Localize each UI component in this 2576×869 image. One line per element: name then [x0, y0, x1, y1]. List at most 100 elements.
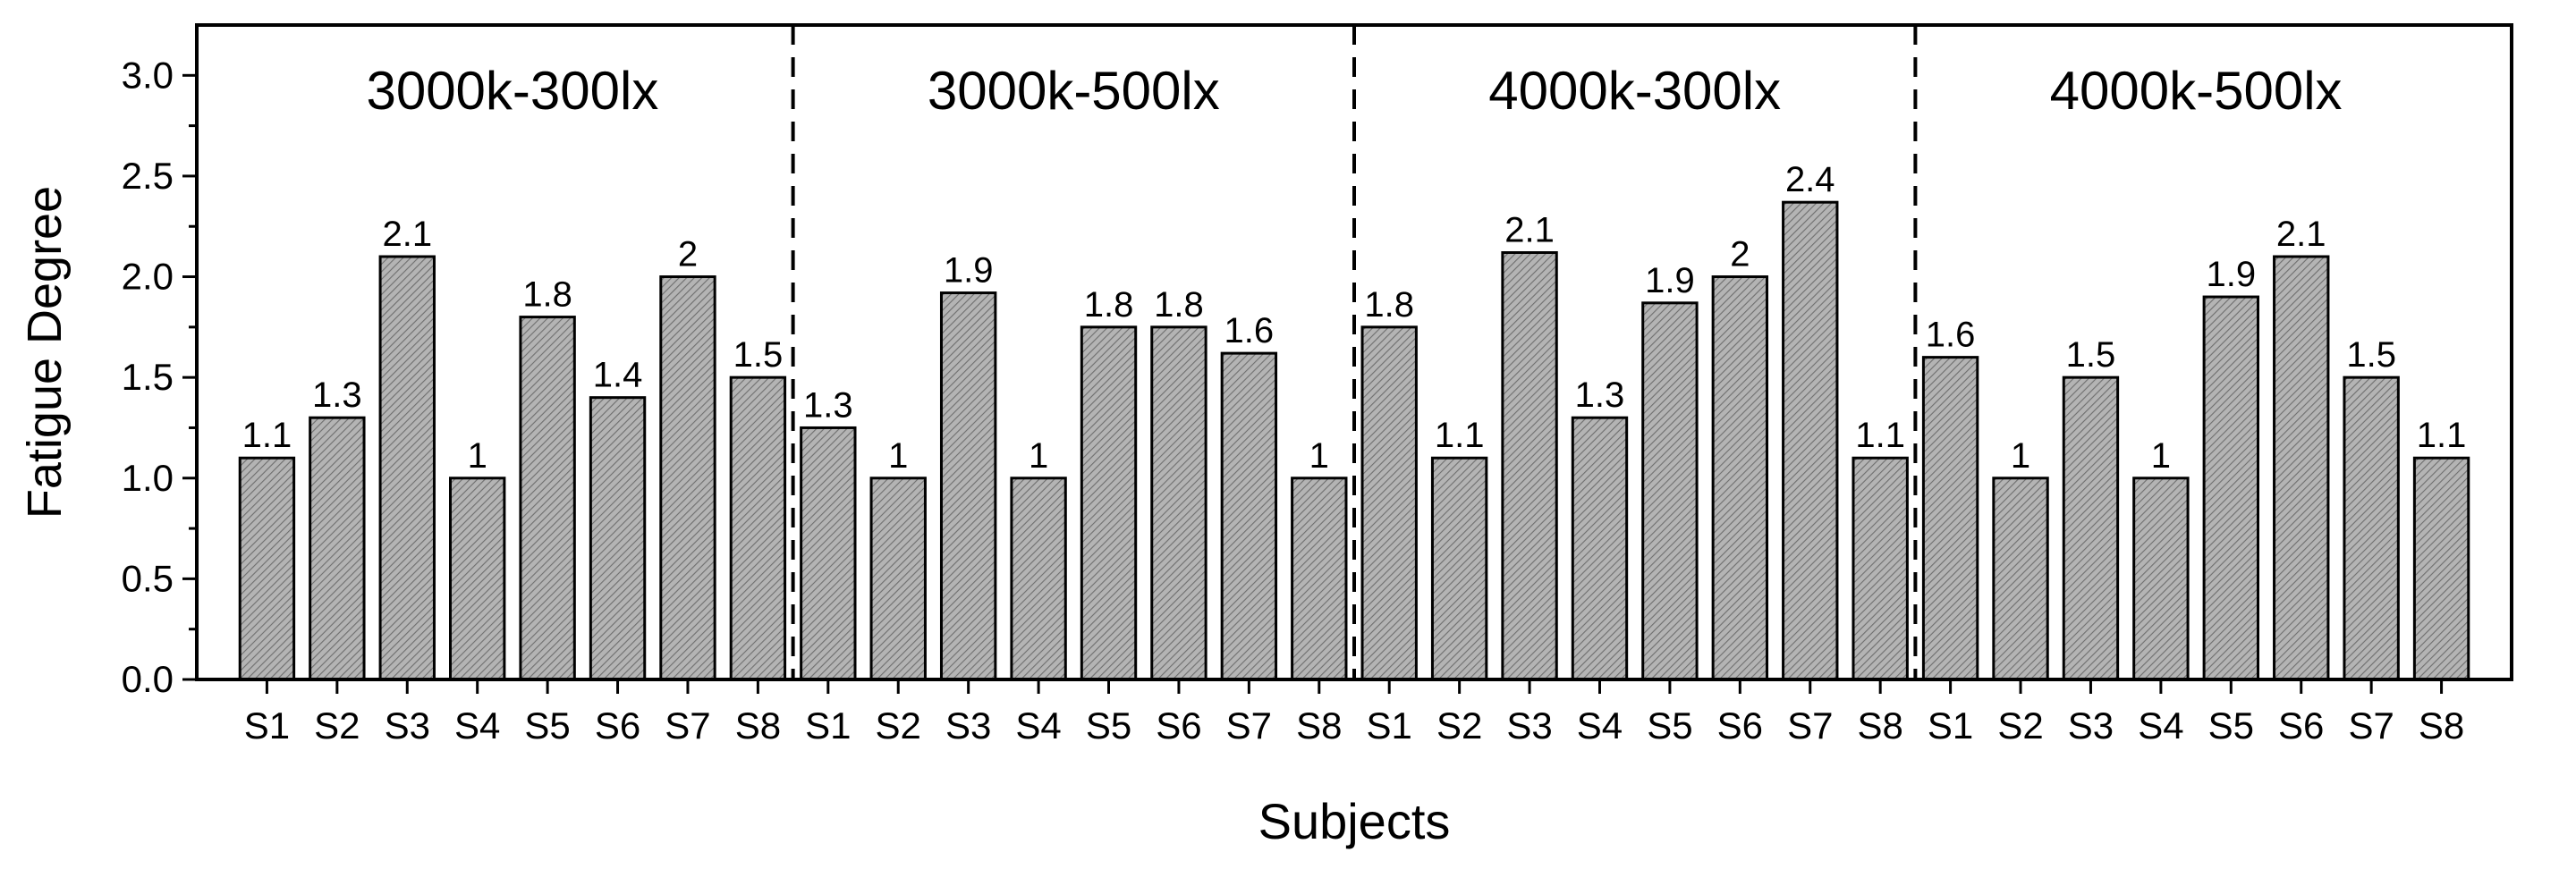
x-tick-label: S5	[524, 704, 570, 747]
data-label: 1.6	[1926, 316, 1976, 355]
bar	[1782, 200, 1839, 681]
y-tick-label: 0.5	[122, 557, 174, 599]
data-label: 1.8	[1364, 285, 1414, 325]
x-tick-label: S4	[1015, 704, 1061, 747]
bar	[2412, 456, 2470, 681]
data-label: 1.1	[2417, 416, 2467, 455]
x-tick-label: S1	[1928, 704, 1973, 747]
bar	[1571, 416, 1629, 681]
y-tick-label: 2.0	[122, 256, 174, 298]
x-tick-label: S4	[2138, 704, 2183, 747]
x-tick-label: S2	[876, 704, 921, 747]
bar	[589, 396, 647, 681]
data-label: 1.3	[803, 385, 853, 425]
plot-frame	[195, 23, 2513, 681]
x-tick-label: S7	[665, 704, 710, 747]
data-label: 1	[468, 436, 487, 476]
bar	[800, 426, 857, 681]
x-tick-label: S6	[2278, 704, 2324, 747]
x-tick-label: S1	[805, 704, 851, 747]
data-label: 1	[1029, 436, 1048, 476]
x-tick-label: S8	[735, 704, 781, 747]
x-tick-label: S8	[2419, 704, 2464, 747]
bar	[1291, 477, 1348, 681]
data-label: 1.6	[1224, 311, 1275, 350]
data-label: 1.3	[312, 375, 362, 415]
bar	[1010, 477, 1067, 681]
bar	[2062, 375, 2120, 681]
group-title: 4000k-500lx	[2050, 61, 2343, 121]
x-tick-label: S6	[1156, 704, 1201, 747]
bar	[2343, 375, 2400, 681]
group-separators	[791, 25, 1918, 679]
bar	[1150, 325, 1208, 681]
bar	[729, 375, 787, 681]
data-label: 1.8	[522, 275, 572, 315]
x-tick-label: S8	[1296, 704, 1342, 747]
y-axis: 0.0 0.5 1.0 1.5 2.0 2.5 3.0	[122, 54, 197, 700]
x-tick-label: S1	[244, 704, 290, 747]
x-tick-label: S7	[1787, 704, 1833, 747]
bar	[939, 291, 997, 681]
data-label: 1	[2151, 436, 2171, 476]
y-axis-label: Fatigue Degree	[18, 186, 72, 519]
bar	[1711, 275, 1769, 681]
bar	[1430, 456, 1488, 681]
data-label: 1.5	[2066, 335, 2116, 375]
x-tick-label: S3	[385, 704, 430, 747]
x-tick-label: S7	[2348, 704, 2394, 747]
bar	[1852, 456, 1909, 681]
data-label: 2.4	[1785, 160, 1835, 199]
bar	[1921, 356, 1979, 681]
bar	[1641, 301, 1699, 681]
bar	[2132, 477, 2190, 681]
data-label: 1.1	[1855, 416, 1905, 455]
bar	[519, 316, 576, 681]
bar	[2273, 255, 2330, 681]
data-label: 1	[888, 436, 908, 476]
bar	[309, 416, 366, 681]
group-title: 4000k-300lx	[1488, 61, 1781, 121]
data-label: 1.1	[242, 416, 292, 455]
data-label: 1.8	[1154, 285, 1204, 325]
bar	[1501, 251, 1558, 681]
x-tick-label: S5	[1647, 704, 1692, 747]
data-label: 1.3	[1575, 375, 1625, 415]
x-tick-label: S6	[595, 704, 640, 747]
data-label: 1.4	[593, 356, 643, 395]
data-label: 1.5	[733, 335, 784, 375]
x-tick-label: S5	[2208, 704, 2254, 747]
x-tick-label: S7	[1226, 704, 1272, 747]
bar	[238, 456, 296, 681]
bar	[1992, 477, 2049, 681]
x-tick-label: S2	[314, 704, 360, 747]
data-label: 2.1	[382, 215, 432, 254]
x-tick-label: S2	[1997, 704, 2043, 747]
group-title: 3000k-300lx	[366, 61, 658, 121]
bar	[659, 275, 716, 681]
bar	[869, 477, 927, 681]
x-tick-label: S6	[1717, 704, 1763, 747]
x-tick-label: S1	[1367, 704, 1412, 747]
bar	[1080, 325, 1138, 681]
data-label: 1.9	[944, 251, 994, 291]
bar	[1360, 325, 1418, 681]
y-tick-label: 1.5	[122, 356, 174, 398]
bar	[378, 255, 436, 681]
data-labels: 1.1 1.3 2.1 1 1.8 1.4 2 1.5 1.3 1 1.9 1 1.8 1.8 1.6 1 1.…	[242, 160, 2467, 476]
y-tick-label: 3.0	[122, 54, 174, 96]
x-tick-label: S4	[454, 704, 500, 747]
group-title: 3000k-500lx	[928, 61, 1220, 121]
x-tick-label: S3	[1506, 704, 1552, 747]
y-tick-label: 1.0	[122, 457, 174, 499]
y-tick-label: 0.0	[122, 658, 174, 700]
group-titles: 3000k-300lx 3000k-500lx 4000k-300lx 4000k-5…	[366, 61, 2342, 121]
bar	[449, 477, 506, 681]
x-axis: S1 S2 S3 S4 S5 S6 S7 S8 S1 S2 S3 S4 S5 S6 S7 S8 S1 S2 S3 S4…	[244, 679, 2464, 747]
data-label: 1	[1309, 436, 1329, 476]
x-tick-label: S3	[2068, 704, 2114, 747]
data-label: 2	[678, 235, 698, 274]
data-label: 2	[1730, 235, 1750, 274]
x-tick-label: S8	[1857, 704, 1902, 747]
x-tick-label: S5	[1086, 704, 1131, 747]
